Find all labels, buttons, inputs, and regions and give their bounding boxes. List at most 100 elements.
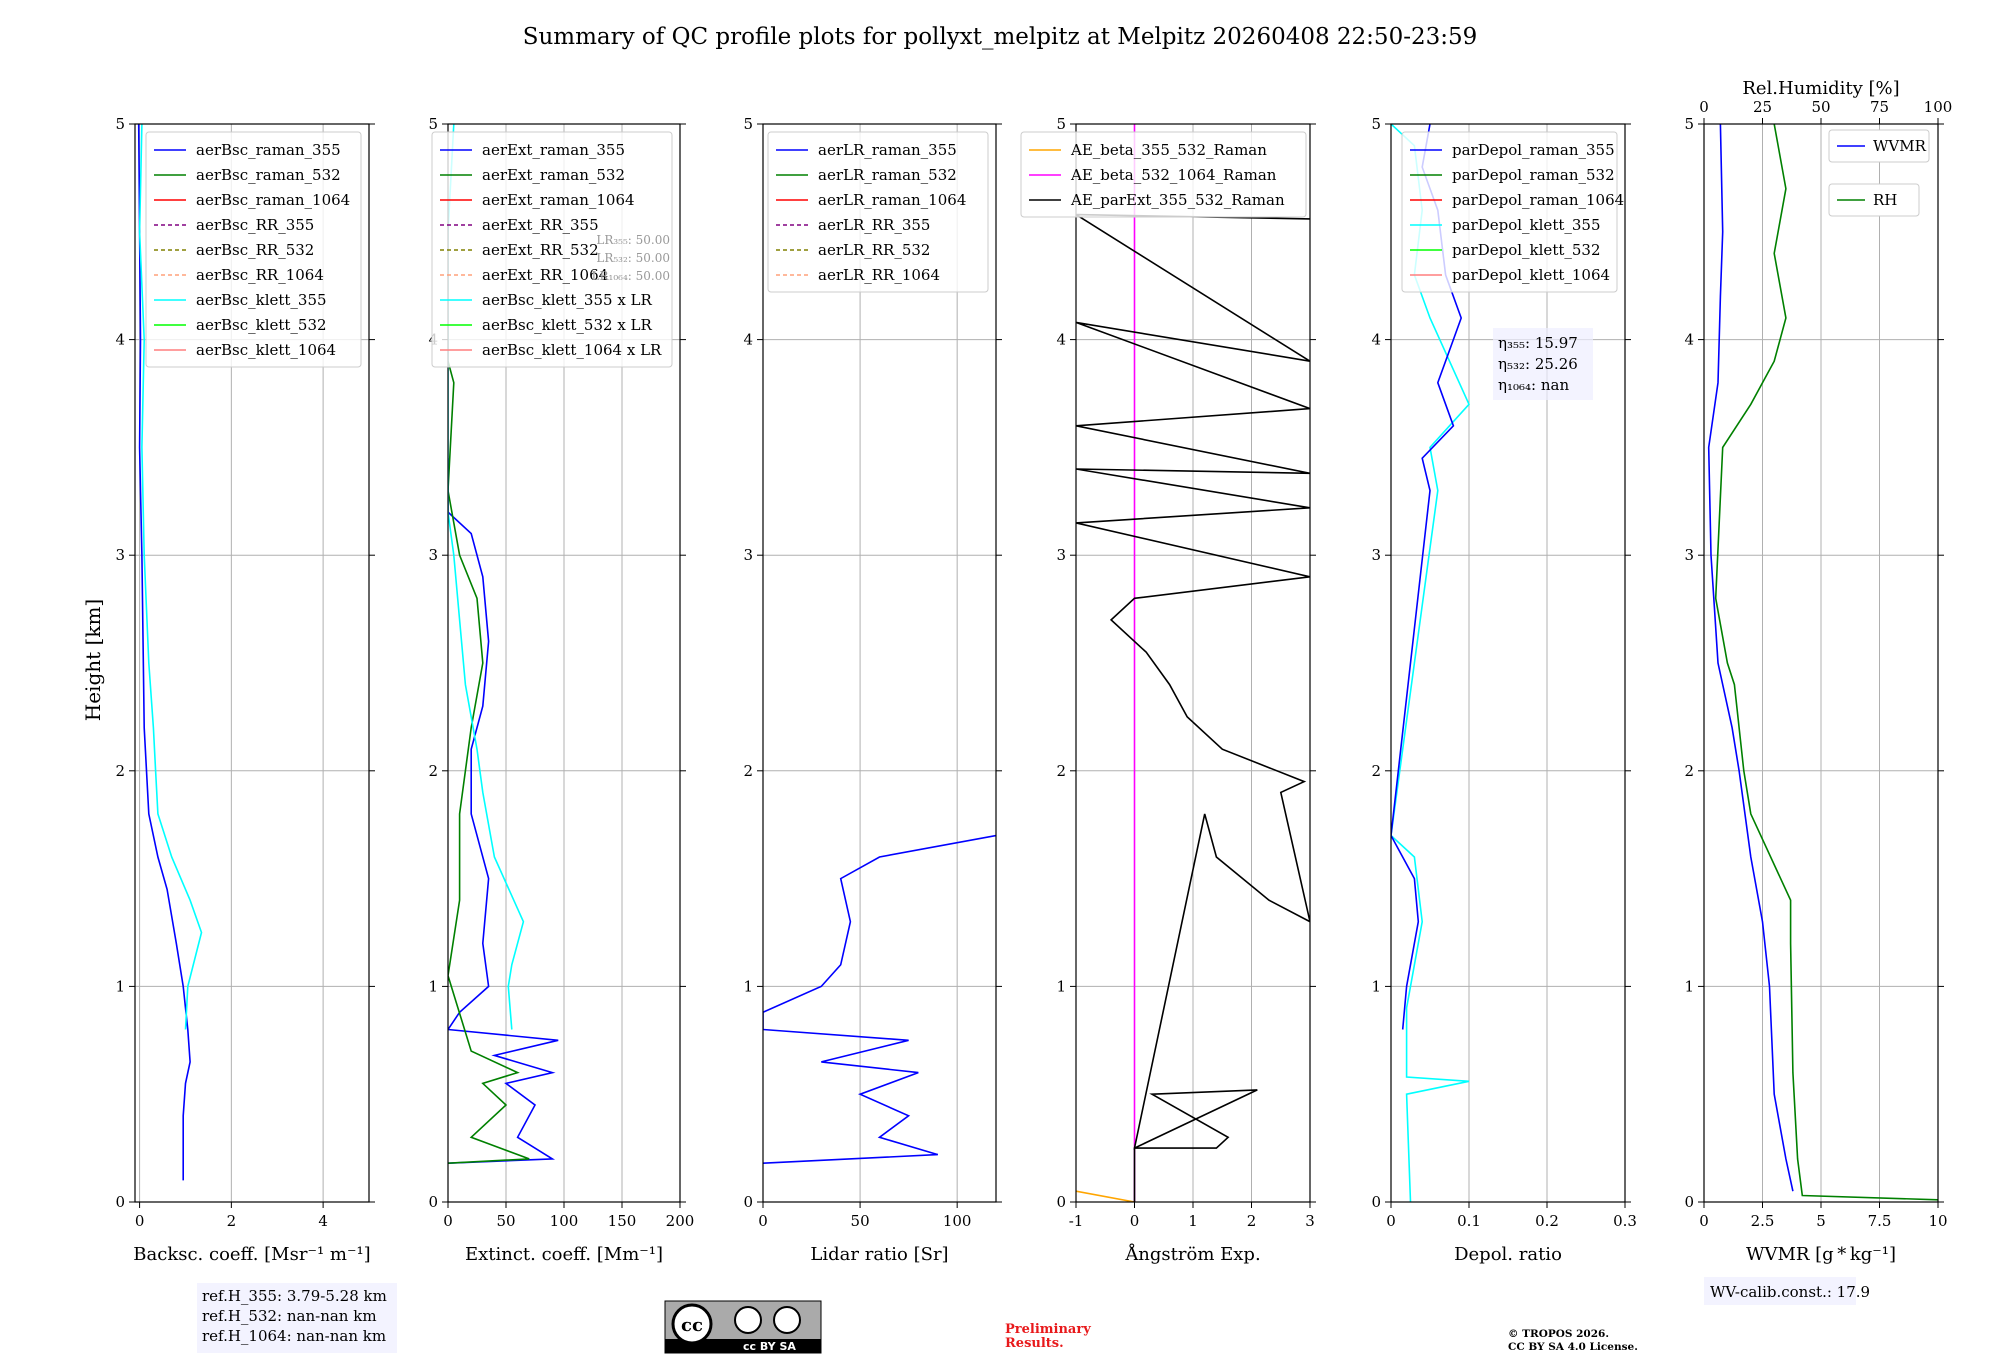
legend-label-aerLR_RR_355: aerLR_RR_355 [818, 216, 930, 234]
eta-text: η₁₀₆₄: nan [1498, 376, 1569, 394]
depol-legend: parDepol_raman_355 parDepol_raman_532 parD… [1401, 131, 1624, 293]
legend-label-aerExt_RR_1064: aerExt_RR_1064 [482, 266, 608, 284]
ref-height-text: ref.H_1064: nan-nan km [202, 1327, 386, 1345]
ae-ytick-label: 2 [1056, 762, 1066, 780]
legend-label-parDepol_raman_1064: parDepol_raman_1064 [1452, 191, 1624, 209]
bsc-ytick-label: 3 [115, 546, 125, 564]
depol-xtick-label: 0.2 [1535, 1212, 1559, 1230]
wv-xtick-label: 7.5 [1868, 1212, 1892, 1230]
lr-ytick-label: 4 [743, 331, 753, 349]
series-AE_parExt_355_532_Raman [1076, 213, 1310, 1202]
legend-label-aerBsc_RR_532: aerBsc_RR_532 [196, 241, 314, 259]
ref-height-text: ref.H_532: nan-nan km [202, 1307, 377, 1325]
lr-note: LR₃₅₅: 50.00 [596, 233, 670, 247]
ext-xtick-label: 0 [443, 1212, 453, 1230]
wv-legend: WVMR RH [1828, 129, 1930, 217]
bsc-xtick-label: 4 [318, 1212, 328, 1230]
series-RH [1714, 124, 1938, 1201]
series-aerBsc_raman_355 [137, 124, 191, 1181]
lr-frame [762, 123, 997, 1203]
legend-label-aerLR_RR_532: aerLR_RR_532 [818, 241, 930, 259]
legend-label-aerLR_RR_1064: aerLR_RR_1064 [818, 266, 940, 284]
ext-xtick-label: 100 [550, 1212, 579, 1230]
ext-legend: aerExt_raman_355 aerExt_raman_532 aerExt_r… [431, 131, 673, 368]
legend-label-AE_beta_532_1064_Raman: AE_beta_532_1064_Raman [1070, 166, 1277, 184]
series-WVMR [1707, 124, 1794, 1192]
bsc-ytick-label: 2 [115, 762, 125, 780]
depol-ytick-label: 3 [1371, 546, 1381, 564]
ae-series-group [1076, 124, 1310, 1202]
depol-ytick-label: 1 [1371, 977, 1381, 995]
wv-xtick-label: 2.5 [1751, 1212, 1775, 1230]
wv-xtick-label: 0 [1699, 1212, 1709, 1230]
series-aerBsc_klett_355 [138, 124, 203, 1030]
legend-label-parDepol_raman_355: parDepol_raman_355 [1452, 141, 1615, 159]
lr-xtick-label: 50 [851, 1212, 870, 1230]
wv-ytick-label: 2 [1684, 762, 1694, 780]
legend-box [767, 131, 989, 293]
wv-calib-text: WV-calib.const.: 17.9 [1710, 1283, 1870, 1301]
legend-box [145, 131, 362, 368]
legend-label-AE_beta_355_532_Raman: AE_beta_355_532_Raman [1070, 141, 1267, 159]
wv-series-group [1707, 124, 1938, 1201]
depol-xtick-label: 0.1 [1457, 1212, 1481, 1230]
lr-xtick-label: 0 [758, 1212, 768, 1230]
ae-xtick-label: 0 [1130, 1212, 1140, 1230]
legend-label-aerLR_raman_355: aerLR_raman_355 [818, 141, 957, 159]
legend-label-parDepol_klett_1064: parDepol_klett_1064 [1452, 266, 1610, 284]
panel-ext: 050100150200012345Extinct. coeff. [Mm⁻¹]… [428, 115, 694, 1265]
panel-lr: 0 50 100 0 1 2 3 4 5 Lidar ratio [Sr] aerLR_raman_… [743, 115, 1002, 1265]
license-badge-text: cc BY SA [743, 1340, 796, 1353]
legend-label-aerBsc_klett_1064: aerBsc_klett_1064 [196, 341, 336, 359]
lr-note: LR₅₃₂: 50.00 [596, 251, 670, 265]
legend-box [1401, 131, 1618, 293]
legend-label-aerBsc_raman_532: aerBsc_raman_532 [196, 166, 341, 184]
eta-text: η₃₅₅: 15.97 [1498, 334, 1578, 352]
ae-xtick-label: 1 [1188, 1212, 1198, 1230]
lr-xlabel: Lidar ratio [Sr] [810, 1244, 948, 1265]
wv-top-tick-label: 25 [1753, 98, 1772, 116]
depol-ytick-label: 5 [1371, 115, 1381, 133]
prelim-line2: Results. [1005, 1336, 1064, 1351]
ae-xlabel: Ångström Exp. [1124, 1243, 1260, 1265]
legend-label-aerBsc_raman_1064: aerBsc_raman_1064 [196, 191, 350, 209]
bsc-ytick-label: 0 [115, 1193, 125, 1211]
legend-box [1020, 131, 1307, 218]
ext-xtick-label: 200 [666, 1212, 695, 1230]
ae-xtick-label: 2 [1247, 1212, 1257, 1230]
ae-grid [1075, 123, 1311, 1203]
bsc-xtick-label: 0 [135, 1212, 145, 1230]
legend-label-aerBsc_klett_532 x LR: aerBsc_klett_532 x LR [482, 316, 653, 334]
legend-label-aerExt_raman_1064: aerExt_raman_1064 [482, 191, 635, 209]
prelim-line1: Preliminary [1005, 1322, 1091, 1337]
legend-label-aerExt_raman_532: aerExt_raman_532 [482, 166, 625, 184]
ext-ytick-label: 0 [428, 1193, 438, 1211]
copyright-line2: CC BY SA 4.0 License. [1508, 1341, 1638, 1353]
depol-ytick-label: 2 [1371, 762, 1381, 780]
ae-legend: AE_beta_355_532_Raman AE_beta_532_1064_Ra… [1020, 131, 1307, 218]
series-aerLR_raman_355 [763, 834, 996, 1164]
lr-legend: aerLR_raman_355 aerLR_raman_532 aerLR_rama… [767, 131, 989, 293]
wv-top-tick-label: 50 [1811, 98, 1830, 116]
bsc-xtick-label: 2 [227, 1212, 237, 1230]
legend-box [1828, 183, 1920, 217]
ae-xtick-label: -1 [1069, 1212, 1084, 1230]
lr-ytick-label: 2 [743, 762, 753, 780]
wv-top-label: Rel.Humidity [%] [1742, 78, 1899, 99]
legend-label-aerExt_RR_355: aerExt_RR_355 [482, 216, 599, 234]
license-badge: cc cc BY SA [664, 1300, 822, 1354]
wv-ytick-label: 1 [1684, 977, 1694, 995]
lr-note: LR₁₀₆₄: 50.00 [592, 269, 670, 283]
wv-ytick-label: 5 [1684, 115, 1694, 133]
calib-box [1704, 1277, 1856, 1305]
ae-xtick-label: 3 [1305, 1212, 1315, 1230]
wv-top-tick-label: 100 [1924, 98, 1953, 116]
lr-series-group [763, 834, 996, 1164]
wv-xtick-label: 5 [1816, 1212, 1826, 1230]
bsc-series-group [137, 124, 203, 1181]
bsc-xlabel: Backsc. coeff. [Msr⁻¹ m⁻¹] [133, 1244, 370, 1265]
panel-bsc: 0 2 4 0 1 2 3 4 5 Backsc. coeff. [Msr⁻¹ m⁻¹] aerBs… [115, 115, 397, 1353]
bsc-frame [134, 123, 370, 1203]
